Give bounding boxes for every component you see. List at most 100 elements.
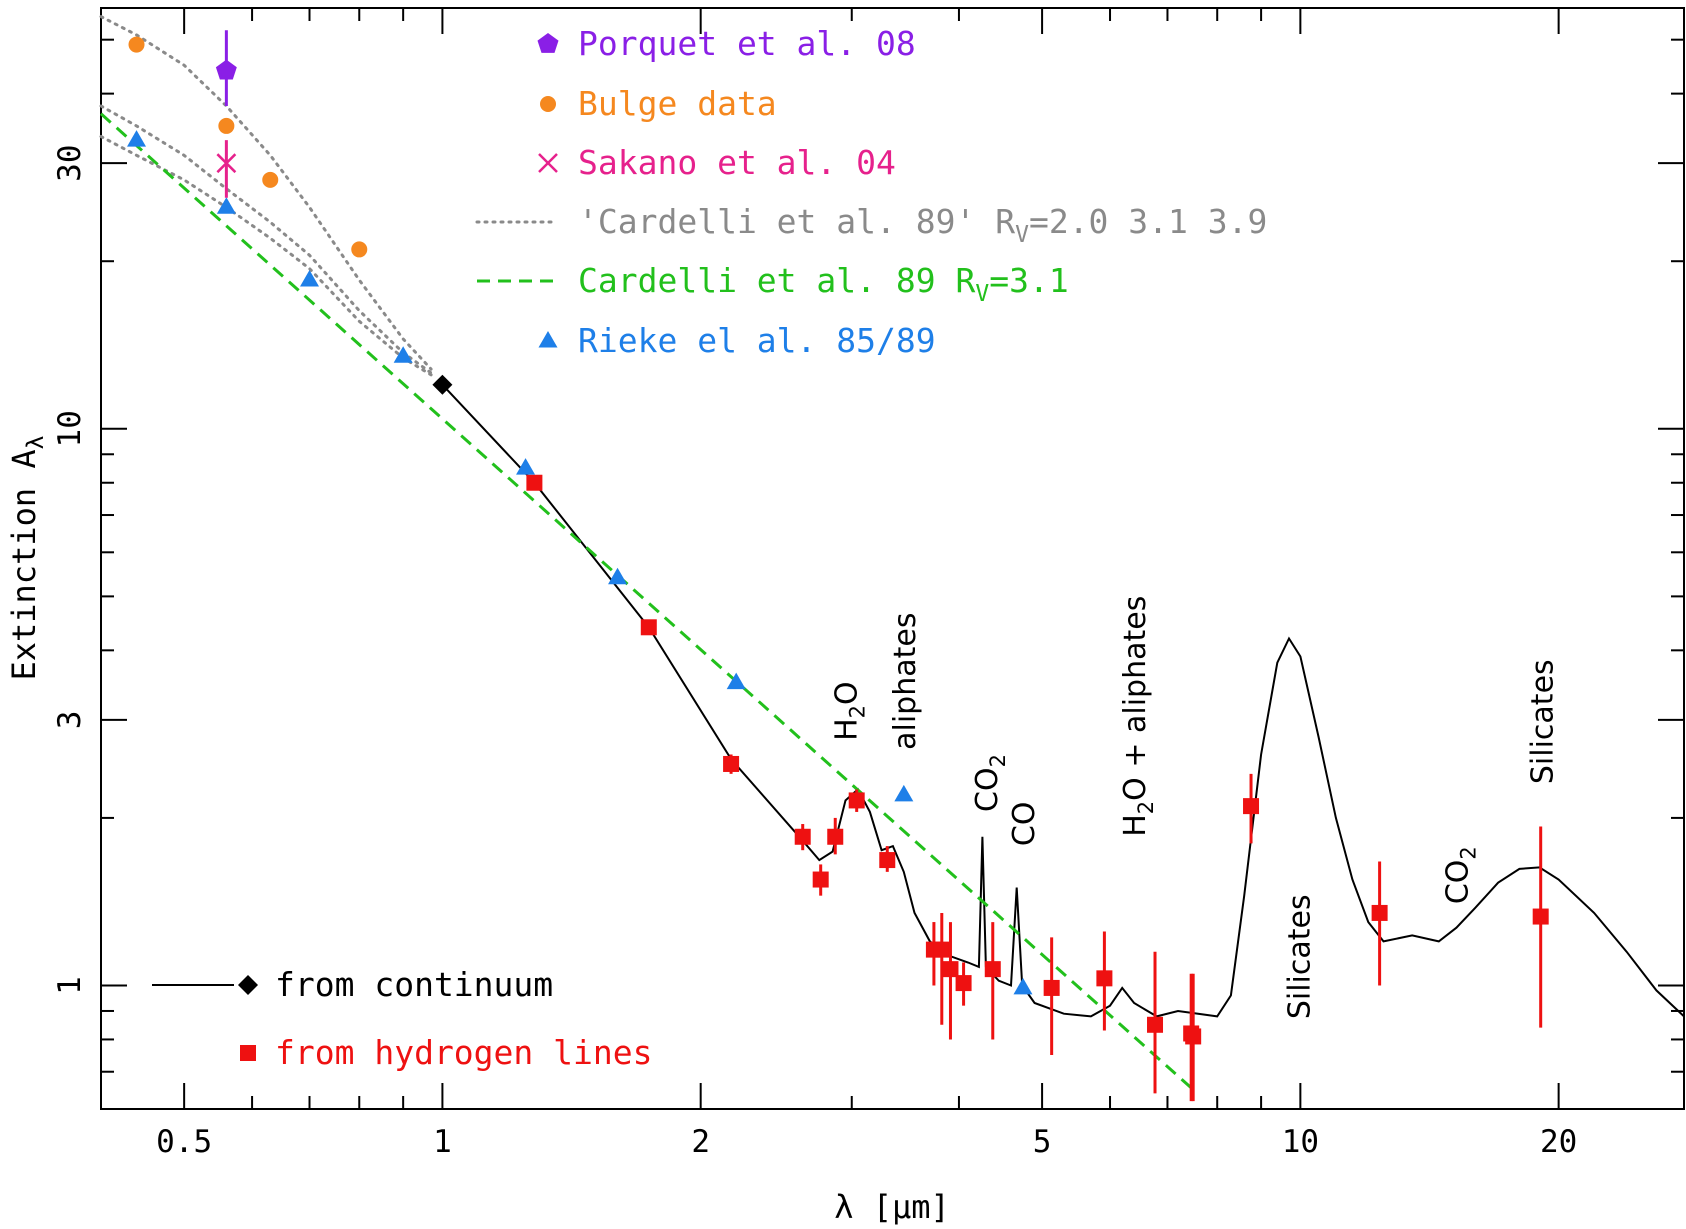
x-tick-label: 5: [1033, 1124, 1052, 1160]
axis-ticks: [100, 8, 1684, 1110]
continuum-curve: [441, 384, 1685, 1018]
legend-label: Rieke el al. 85/89: [578, 321, 936, 360]
legend: Porquet et al. 08 Bulge data Sakano et al.…: [475, 24, 1267, 360]
rieke-point: [726, 672, 746, 690]
x-tick-label: 0.5: [156, 1124, 212, 1160]
legend-label: Bulge data: [578, 84, 777, 123]
plot-frame: [100, 7, 1685, 1110]
curves: [99, 15, 1685, 1091]
legend-label-main: 'Cardelli et al. 89' R: [578, 202, 1015, 241]
feature-label: H2O: [829, 681, 869, 741]
feature-label-sub: 2: [1456, 846, 1480, 859]
legend-lower: from continuum from hydrogen lines: [152, 965, 653, 1072]
legend-label-main: Bulge data: [578, 84, 777, 123]
feature-label: CO2: [970, 754, 1010, 812]
rieke-point: [300, 270, 320, 287]
feature-label-main: aliphates: [888, 613, 923, 750]
legend-label: 'Cardelli et al. 89' RV=2.0 3.1 3.9: [578, 202, 1267, 248]
hydrogen-point: [942, 961, 959, 978]
feature-label-main: CO: [970, 767, 1005, 812]
legend-label-tail: =2.0 3.1 3.9: [1029, 202, 1267, 241]
bulge-point: [128, 36, 145, 53]
y-tick-labels: 1 3 10 30: [52, 145, 88, 995]
legend-item-bulge: Bulge data: [540, 84, 777, 123]
legend-label: Sakano et al. 04: [578, 143, 896, 182]
sakano-point: [216, 153, 237, 174]
legend-item-hydrogen: from hydrogen lines: [240, 1033, 653, 1072]
feature-label: CO: [1007, 802, 1042, 847]
hydrogen-point: [1371, 904, 1388, 921]
feature-label-tail: O: [829, 681, 864, 705]
feature-label-main: H: [829, 718, 864, 741]
legend-marker: [238, 975, 258, 995]
feature-label: aliphates: [888, 613, 923, 750]
legend-label: Porquet et al. 08: [578, 24, 916, 63]
legend-label: Cardelli et al. 89 RV=3.1: [578, 261, 1069, 307]
rieke-point: [127, 130, 147, 147]
feature-label-main: CO: [1440, 860, 1475, 905]
hydrogen-point: [827, 828, 844, 845]
y-tick-label: 30: [52, 145, 88, 182]
legend-label-sub: V: [1015, 222, 1029, 248]
x-tick-label: 2: [691, 1124, 710, 1160]
bulge-point: [262, 171, 279, 188]
cardelli-dotted-curve: [99, 135, 433, 377]
legend-label: from continuum: [275, 965, 553, 1004]
x-axis-label: λ [μm]: [834, 1188, 950, 1226]
legend-item-cardelli: Cardelli et al. 89 RV=3.1: [477, 261, 1069, 307]
legend-marker: [540, 96, 556, 112]
y-tick-label: 10: [52, 410, 88, 447]
rieke-point: [894, 784, 914, 802]
feature-label: H2O + aliphates: [1118, 596, 1158, 837]
x-tick-label: 10: [1282, 1124, 1319, 1160]
y-axis-label-main: Extinction A: [5, 449, 43, 680]
rieke-point: [1013, 977, 1033, 995]
hydrogen-point: [794, 828, 811, 845]
legend-marker: [538, 331, 558, 348]
legend-item-porquet: Porquet et al. 08: [537, 24, 916, 63]
x-tick-label: 1: [433, 1124, 452, 1160]
feature-label: Silicates: [1525, 659, 1560, 784]
hydrogen-point: [1147, 1016, 1164, 1033]
hydrogen-point: [933, 941, 950, 958]
hydrogen-point: [848, 792, 865, 809]
hydrogen-point: [1096, 970, 1113, 987]
cardelli-dashed-line: [100, 112, 1195, 1091]
rieke-point: [216, 197, 236, 214]
y-axis-label-sub: λ: [23, 435, 49, 449]
rieke-point: [516, 458, 536, 475]
legend-item-rieke: Rieke el al. 85/89: [538, 321, 936, 360]
rieke-point: [393, 346, 413, 363]
x-tick-label: 20: [1540, 1124, 1577, 1160]
legend-label-main: Rieke el al. 85/89: [578, 321, 936, 360]
y-tick-label: 3: [52, 711, 88, 730]
feature-label-sub: 2: [986, 754, 1010, 767]
cross-stroke: [216, 153, 237, 174]
legend-item-sakano: Sakano et al. 04: [538, 143, 896, 182]
feature-label-main: Silicates: [1525, 659, 1560, 784]
hydrogen-point: [640, 619, 657, 636]
cardelli-dotted-curve: [99, 15, 433, 371]
feature-label-sub: 2: [845, 705, 869, 718]
data-markers: [127, 30, 1549, 1102]
legend-label-main: Cardelli et al. 89 R: [578, 261, 975, 300]
hydrogen-point: [955, 975, 972, 992]
feature-label-main: Silicates: [1282, 894, 1317, 1019]
bulge-point: [218, 117, 235, 134]
feature-label: Silicates: [1282, 894, 1317, 1019]
legend-marker: [538, 153, 558, 173]
hydrogen-point: [1243, 798, 1260, 815]
feature-label-tail: O + aliphates: [1118, 596, 1153, 801]
hydrogen-point: [1532, 908, 1549, 925]
continuum-point: [432, 374, 453, 395]
cardelli-dotted-curve: [99, 104, 433, 375]
legend-item-continuum: from continuum: [152, 965, 553, 1004]
cross-stroke: [538, 153, 558, 173]
feature-label-sub: 2: [1134, 801, 1158, 814]
porquet-point: [215, 59, 237, 80]
feature-label-main: CO: [1007, 802, 1042, 847]
legend-label-main: Porquet et al. 08: [578, 24, 916, 63]
legend-marker: [537, 33, 559, 53]
